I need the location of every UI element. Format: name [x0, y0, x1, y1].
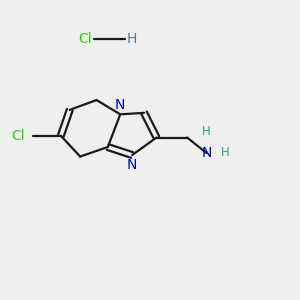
Text: Cl: Cl: [11, 129, 25, 143]
Text: N: N: [115, 98, 125, 112]
Text: H: H: [126, 32, 136, 46]
Text: N: N: [201, 146, 212, 160]
Text: Cl: Cl: [78, 32, 92, 46]
Text: H: H: [221, 146, 230, 160]
Text: H: H: [202, 125, 210, 138]
Text: N: N: [126, 158, 137, 172]
